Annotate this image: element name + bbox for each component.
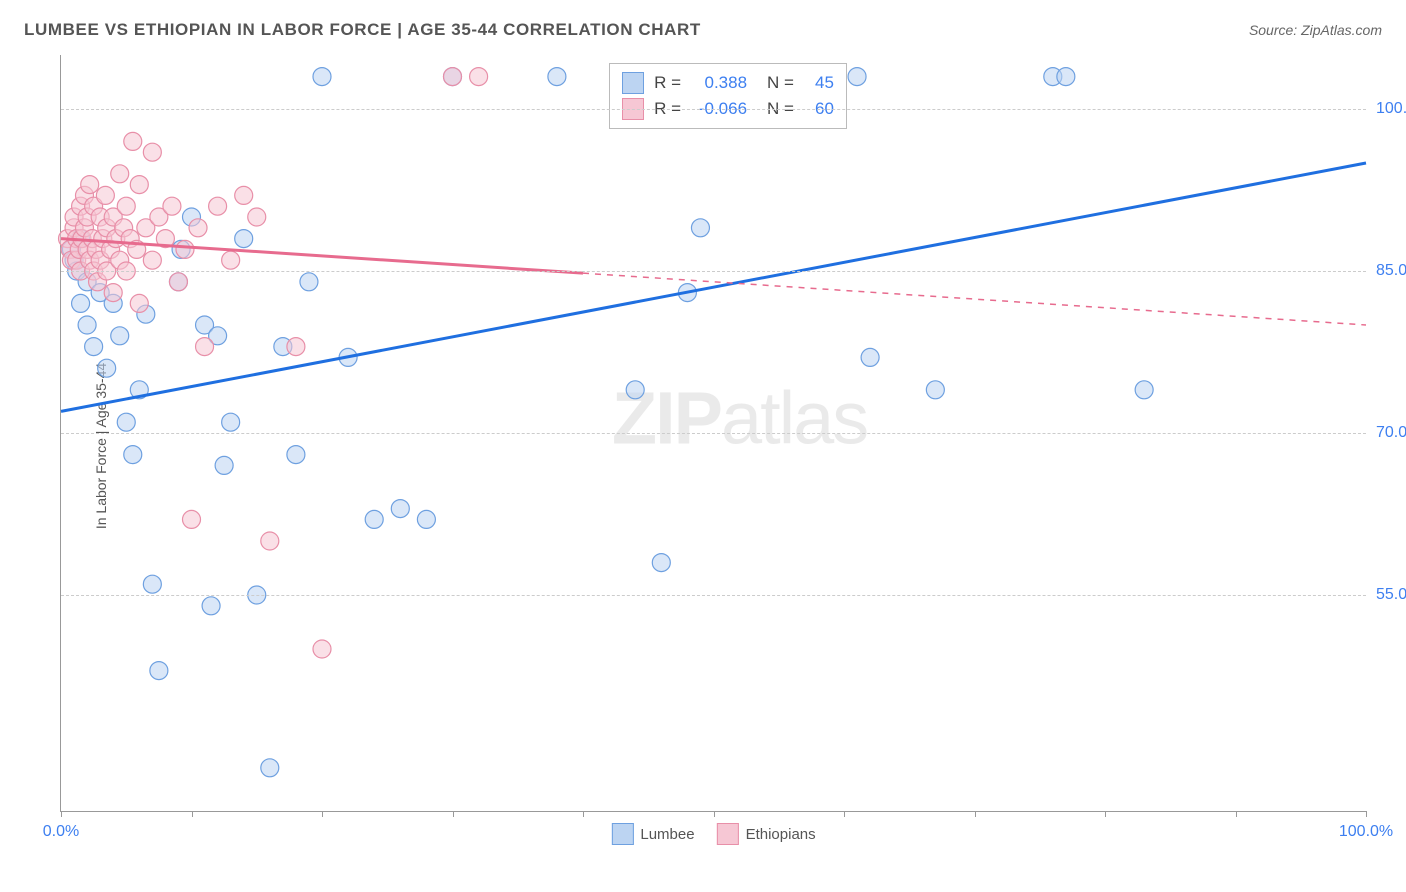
data-point	[417, 510, 435, 528]
data-point	[261, 759, 279, 777]
data-point	[861, 348, 879, 366]
series-legend: Lumbee Ethiopians	[611, 823, 815, 845]
data-point	[691, 219, 709, 237]
legend-swatch	[611, 823, 633, 845]
legend-label: Ethiopians	[746, 826, 816, 843]
data-point	[444, 68, 462, 86]
data-point	[300, 273, 318, 291]
data-point	[163, 197, 181, 215]
correlation-legend: R =0.388N =45R =-0.066N =60	[609, 63, 847, 129]
data-point	[130, 294, 148, 312]
data-point	[96, 186, 114, 204]
n-value: 45	[804, 73, 834, 93]
data-point	[117, 413, 135, 431]
trend-line	[61, 163, 1366, 411]
data-point	[150, 662, 168, 680]
data-point	[124, 446, 142, 464]
x-tick	[975, 811, 976, 817]
x-tick	[453, 811, 454, 817]
y-tick-label: 55.0%	[1368, 586, 1406, 604]
legend-item: Lumbee	[611, 823, 694, 845]
data-point	[196, 338, 214, 356]
data-point	[626, 381, 644, 399]
x-tick	[1366, 811, 1367, 817]
n-label: N =	[767, 73, 794, 93]
data-point	[98, 359, 116, 377]
data-point	[202, 597, 220, 615]
data-point	[391, 500, 409, 518]
title-bar: LUMBEE VS ETHIOPIAN IN LABOR FORCE | AGE…	[24, 20, 1382, 40]
x-tick	[322, 811, 323, 817]
x-tick	[1105, 811, 1106, 817]
data-point	[470, 68, 488, 86]
data-point	[1057, 68, 1075, 86]
data-point	[248, 208, 266, 226]
data-point	[209, 197, 227, 215]
plot-area: ZIPatlas R =0.388N =45R =-0.066N =60 Lum…	[60, 55, 1366, 812]
gridline	[61, 433, 1366, 434]
data-point	[111, 165, 129, 183]
data-point	[72, 294, 90, 312]
x-tick	[844, 811, 845, 817]
data-point	[78, 316, 96, 334]
data-point	[313, 640, 331, 658]
x-tick	[714, 811, 715, 817]
data-point	[124, 132, 142, 150]
data-point	[81, 176, 99, 194]
correlation-legend-row: R = 0.388 N = 45	[622, 70, 834, 96]
gridline	[61, 595, 1366, 596]
y-tick-label: 70.0%	[1368, 424, 1406, 442]
data-point	[104, 284, 122, 302]
legend-label: Lumbee	[640, 826, 694, 843]
data-point	[1135, 381, 1153, 399]
data-point	[176, 240, 194, 258]
data-point	[111, 327, 129, 345]
trend-line-dashed	[583, 273, 1366, 325]
x-tick-label: 100.0%	[1339, 823, 1393, 841]
legend-swatch	[622, 72, 644, 94]
x-tick	[61, 811, 62, 817]
r-value: 0.388	[691, 73, 747, 93]
data-point	[143, 575, 161, 593]
gridline	[61, 109, 1366, 110]
data-point	[130, 176, 148, 194]
chart-title: LUMBEE VS ETHIOPIAN IN LABOR FORCE | AGE…	[24, 20, 701, 40]
x-tick	[192, 811, 193, 817]
data-point	[183, 510, 201, 528]
data-point	[287, 338, 305, 356]
data-point	[143, 143, 161, 161]
data-point	[117, 197, 135, 215]
source-label: Source: ZipAtlas.com	[1249, 22, 1382, 38]
x-tick	[1236, 811, 1237, 817]
data-point	[215, 456, 233, 474]
data-point	[235, 230, 253, 248]
data-point	[222, 413, 240, 431]
x-tick-label: 0.0%	[43, 823, 79, 841]
data-point	[235, 186, 253, 204]
data-point	[926, 381, 944, 399]
y-tick-label: 85.0%	[1368, 262, 1406, 280]
data-point	[365, 510, 383, 528]
legend-swatch	[717, 823, 739, 845]
y-tick-label: 100.0%	[1368, 100, 1406, 118]
x-tick	[583, 811, 584, 817]
data-point	[548, 68, 566, 86]
data-point	[189, 219, 207, 237]
data-point	[261, 532, 279, 550]
chart-container: LUMBEE VS ETHIOPIAN IN LABOR FORCE | AGE…	[0, 0, 1406, 892]
legend-item: Ethiopians	[717, 823, 816, 845]
data-point	[313, 68, 331, 86]
data-point	[222, 251, 240, 269]
data-point	[287, 446, 305, 464]
data-point	[169, 273, 187, 291]
gridline	[61, 271, 1366, 272]
data-point	[652, 554, 670, 572]
data-point	[143, 251, 161, 269]
r-label: R =	[654, 73, 681, 93]
data-point	[85, 338, 103, 356]
data-point	[848, 68, 866, 86]
